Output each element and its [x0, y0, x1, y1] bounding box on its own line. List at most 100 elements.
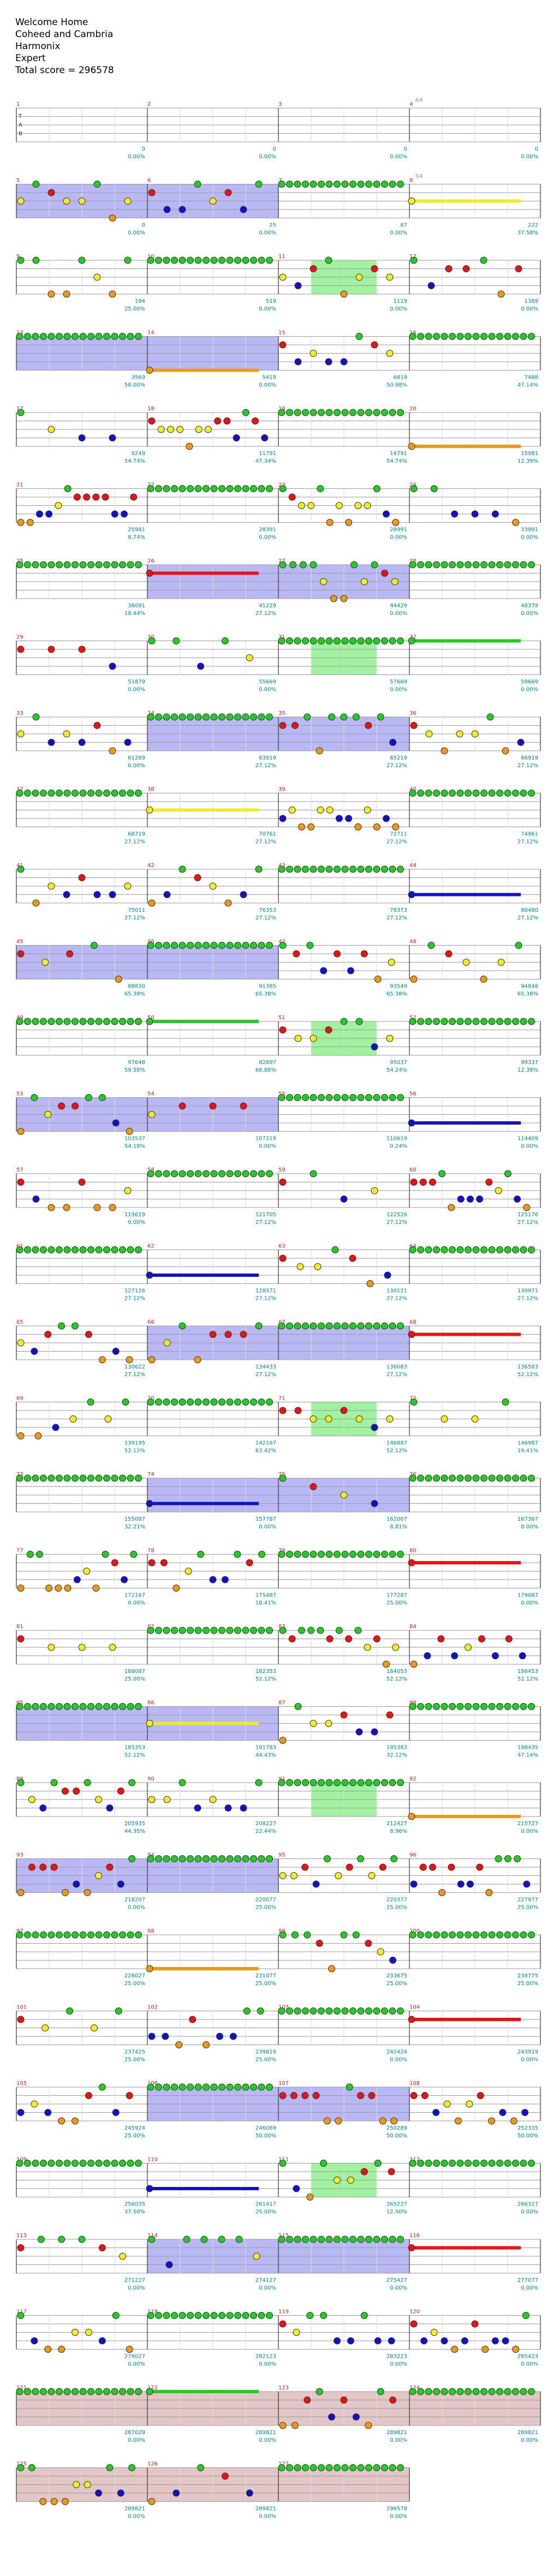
note-green	[72, 2388, 79, 2395]
note-green	[341, 1094, 349, 1101]
note-gem	[306, 2312, 314, 2319]
measure-percent: 27.12%	[255, 915, 276, 921]
measure-score: 130971	[518, 1288, 538, 1294]
note-gem	[47, 426, 55, 433]
note-gem	[410, 256, 418, 264]
note-green	[258, 1627, 265, 1634]
measure-percent: 54.24%	[386, 1067, 407, 1073]
note-green	[155, 256, 162, 264]
note-green	[409, 2388, 417, 2395]
measure-score: 172167	[124, 1593, 145, 1599]
note-gem	[430, 2329, 438, 2336]
note-gem	[93, 722, 101, 729]
note-gem	[355, 1018, 363, 1025]
measure-score: 130622	[124, 1364, 145, 1370]
note-gem	[502, 1398, 509, 1406]
note-gem	[386, 350, 394, 357]
measure-score: 57669	[390, 679, 407, 685]
note-gem	[471, 2320, 479, 2328]
measure-number: 72	[409, 1396, 417, 1402]
note-green	[234, 2083, 241, 2091]
note-green	[32, 1018, 39, 1025]
note-green	[218, 2083, 225, 2091]
measure-number: 16	[409, 330, 417, 336]
note-green	[302, 2464, 309, 2471]
note-green	[449, 1703, 456, 1710]
measure-score: 110619	[386, 1136, 407, 1142]
note-green	[334, 865, 341, 873]
measure-score: 274127	[255, 2278, 276, 2284]
note-gem	[146, 1500, 153, 1507]
note-gem	[98, 2337, 106, 2345]
note-green	[234, 256, 241, 264]
measure-number: 81	[16, 1624, 23, 1630]
note-green	[187, 1627, 194, 1634]
note-gem	[357, 2092, 365, 2099]
note-green	[472, 790, 480, 797]
note-gem	[58, 2346, 66, 2353]
note-green	[194, 713, 202, 721]
note-green	[373, 2464, 380, 2471]
note-gem	[386, 1035, 394, 1042]
note-gem	[121, 510, 128, 518]
note-green	[341, 1551, 349, 1558]
note-gem	[320, 2312, 328, 2319]
note-gem	[66, 2007, 74, 2015]
note-green	[409, 2160, 417, 2167]
note-green	[325, 1551, 333, 1558]
note-gem	[294, 1035, 302, 1042]
note-gem	[391, 578, 399, 585]
note-gem	[58, 2117, 66, 2125]
note-green	[187, 1855, 194, 1862]
note-green	[266, 713, 273, 721]
measure-number: 92	[409, 1776, 417, 1782]
note-green	[135, 561, 142, 569]
note-green	[512, 1703, 519, 1710]
measure-percent: 27.12%	[386, 915, 407, 921]
measure-score: 99337	[521, 1060, 538, 1066]
note-gem	[146, 1271, 153, 1279]
measure-number: 86	[147, 1700, 154, 1706]
measure-row: 121 122 123 1242870290.00%2898210.00%289821…	[16, 2385, 541, 2443]
note-green	[163, 2083, 170, 2091]
note-gem	[410, 1880, 418, 1888]
note-gem	[392, 823, 400, 830]
note-gem	[39, 1804, 47, 1812]
note-gem	[255, 181, 263, 188]
note-green	[95, 1474, 103, 1482]
note-green	[111, 1246, 118, 1253]
measure-score: 136083	[386, 1364, 407, 1370]
note-green	[171, 1398, 178, 1406]
measure-score: 179087	[518, 1593, 538, 1599]
measure-score: 119619	[124, 1212, 145, 1218]
note-gem	[340, 358, 348, 366]
measure-score: 222	[528, 223, 538, 229]
note-gem	[64, 485, 72, 492]
note-green	[203, 1855, 210, 1862]
note-green	[488, 1931, 496, 1939]
note-green	[87, 2388, 94, 2395]
note-gem	[109, 214, 116, 222]
measure-score: 194	[135, 298, 145, 304]
note-gem	[112, 1348, 120, 1355]
note-green	[389, 2464, 396, 2471]
note-green	[425, 1703, 432, 1710]
note-green	[528, 1246, 535, 1253]
note-gem	[360, 2168, 368, 2175]
measure-percent: 25.00%	[124, 2133, 145, 2139]
note-green	[504, 1474, 512, 1482]
note-gem	[47, 189, 55, 196]
note-green	[63, 1931, 71, 1939]
note-green	[258, 256, 265, 264]
note-green	[441, 2388, 448, 2395]
note-gem	[73, 1576, 81, 1583]
measure-percent: 0.00%	[128, 2285, 145, 2291]
measure-number: 31	[278, 635, 286, 641]
note-gem	[495, 1187, 502, 1194]
measure-score: 1369	[525, 298, 538, 304]
measure-score: 134433	[255, 1364, 276, 1370]
measure-number: 74	[147, 1472, 154, 1478]
measure-percent: 25.00%	[255, 1981, 276, 1987]
note-gem	[85, 1331, 92, 1338]
note-green	[425, 561, 432, 569]
